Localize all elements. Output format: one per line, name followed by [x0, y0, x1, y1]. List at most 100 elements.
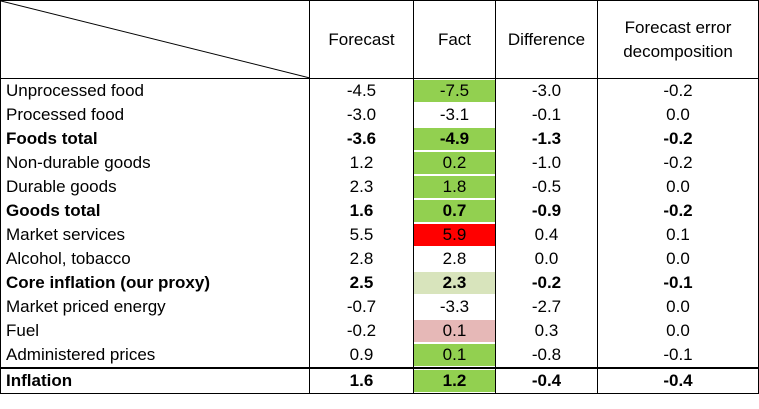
row-label: Goods total: [0, 199, 310, 223]
fact-cell: 1.2: [413, 367, 496, 394]
row-label: Unprocessed food: [0, 78, 310, 103]
table-row: Core inflation (our proxy) 2.5 2.3 -0.2 -0.1: [0, 271, 759, 295]
difference-value: -0.4: [495, 367, 598, 394]
fact-value: 1.8: [414, 176, 495, 198]
difference-value: -0.2: [495, 271, 598, 295]
row-label: Market priced energy: [0, 295, 310, 319]
row-label: Administered prices: [0, 343, 310, 369]
fact-value: 2.3: [414, 272, 495, 294]
row-label: Durable goods: [0, 175, 310, 199]
decomposition-value: -0.2: [597, 78, 759, 103]
difference-value: -0.8: [495, 343, 598, 369]
table-row: Alcohol, tobacco 2.8 2.8 0.0 0.0: [0, 247, 759, 271]
decomposition-value: -0.4: [597, 367, 759, 394]
table-row: Fuel -0.2 0.1 0.3 0.0: [0, 319, 759, 343]
forecast-value: 2.5: [309, 271, 414, 295]
forecast-value: 1.2: [309, 151, 414, 175]
fact-cell: 2.8: [413, 247, 496, 271]
forecast-value: 2.3: [309, 175, 414, 199]
decomposition-value: 0.0: [597, 319, 759, 343]
fact-value: 0.1: [414, 344, 495, 366]
difference-value: -3.0: [495, 78, 598, 103]
fact-cell: 1.8: [413, 175, 496, 199]
decomposition-value: 0.0: [597, 295, 759, 319]
fact-value: -3.1: [414, 104, 495, 126]
fact-value: 0.7: [414, 200, 495, 222]
header-decomposition-line1: Forecast error: [624, 17, 732, 37]
table-row: Non-durable goods 1.2 0.2 -1.0 -0.2: [0, 151, 759, 175]
fact-cell: -3.3: [413, 295, 496, 319]
fact-cell: -4.9: [413, 127, 496, 151]
row-label: Foods total: [0, 127, 310, 151]
header-fact: Fact: [413, 0, 496, 79]
table-row: Market services 5.5 5.9 0.4 0.1: [0, 223, 759, 247]
forecast-value: 5.5: [309, 223, 414, 247]
row-label: Fuel: [0, 319, 310, 343]
fact-cell: 5.9: [413, 223, 496, 247]
decomposition-value: 0.1: [597, 223, 759, 247]
table-row: Durable goods 2.3 1.8 -0.5 0.0: [0, 175, 759, 199]
row-label: Market services: [0, 223, 310, 247]
difference-value: -2.7: [495, 295, 598, 319]
forecast-value: 1.6: [309, 199, 414, 223]
fact-cell: -3.1: [413, 103, 496, 127]
fact-value: -3.3: [414, 296, 495, 318]
difference-value: -1.3: [495, 127, 598, 151]
forecast-value: -3.6: [309, 127, 414, 151]
decomposition-value: -0.1: [597, 271, 759, 295]
fact-cell: -7.5: [413, 78, 496, 103]
table-row: Processed food -3.0 -3.1 -0.1 0.0: [0, 103, 759, 127]
decomposition-value: 0.0: [597, 103, 759, 127]
decomposition-value: -0.2: [597, 151, 759, 175]
forecast-value: -0.2: [309, 319, 414, 343]
fact-cell: 0.7: [413, 199, 496, 223]
forecast-value: -4.5: [309, 78, 414, 103]
row-label: Inflation: [0, 367, 310, 394]
header-row: Forecast Fact Difference Forecast error …: [0, 0, 759, 79]
row-label: Alcohol, tobacco: [0, 247, 310, 271]
fact-value: 0.1: [414, 320, 495, 342]
fact-value: -4.9: [414, 128, 495, 150]
total-row: Inflation 1.6 1.2 -0.4 -0.4: [0, 367, 759, 394]
decomposition-value: -0.2: [597, 199, 759, 223]
fact-cell: 0.2: [413, 151, 496, 175]
fact-value: -7.5: [414, 80, 495, 102]
header-corner-cell: [0, 0, 310, 79]
table-row: Administered prices 0.9 0.1 -0.8 -0.1: [0, 343, 759, 369]
header-decomposition-line2: decomposition: [623, 41, 733, 61]
table-row: Unprocessed food -4.5 -7.5 -3.0 -0.2: [0, 78, 759, 103]
difference-value: 0.4: [495, 223, 598, 247]
table-body: Unprocessed food -4.5 -7.5 -3.0 -0.2 Processe…: [0, 78, 759, 394]
forecast-value: -0.7: [309, 295, 414, 319]
forecast-value: 0.9: [309, 343, 414, 369]
difference-value: -0.9: [495, 199, 598, 223]
header-decomposition: Forecast error decomposition: [597, 0, 759, 79]
difference-value: -1.0: [495, 151, 598, 175]
header-forecast: Forecast: [309, 0, 414, 79]
diagonal-line: [1, 1, 310, 79]
table-row: Goods total 1.6 0.7 -0.9 -0.2: [0, 199, 759, 223]
difference-value: 0.3: [495, 319, 598, 343]
header-difference: Difference: [495, 0, 598, 79]
difference-value: -0.1: [495, 103, 598, 127]
fact-cell: 0.1: [413, 343, 496, 369]
forecast-value: -3.0: [309, 103, 414, 127]
difference-value: 0.0: [495, 247, 598, 271]
fact-cell: 2.3: [413, 271, 496, 295]
row-label: Core inflation (our proxy): [0, 271, 310, 295]
decomposition-value: 0.0: [597, 175, 759, 199]
fact-value: 2.8: [414, 248, 495, 270]
forecast-value: 2.8: [309, 247, 414, 271]
difference-value: -0.5: [495, 175, 598, 199]
table-row: Market priced energy -0.7 -3.3 -2.7 0.0: [0, 295, 759, 319]
forecast-table: Forecast Fact Difference Forecast error …: [0, 0, 759, 394]
decomposition-value: -0.2: [597, 127, 759, 151]
row-label: Non-durable goods: [0, 151, 310, 175]
table-row: Foods total -3.6 -4.9 -1.3 -0.2: [0, 127, 759, 151]
fact-cell: 0.1: [413, 319, 496, 343]
fact-value: 1.2: [414, 370, 495, 392]
decomposition-value: -0.1: [597, 343, 759, 369]
row-label: Processed food: [0, 103, 310, 127]
fact-value: 5.9: [414, 224, 495, 246]
